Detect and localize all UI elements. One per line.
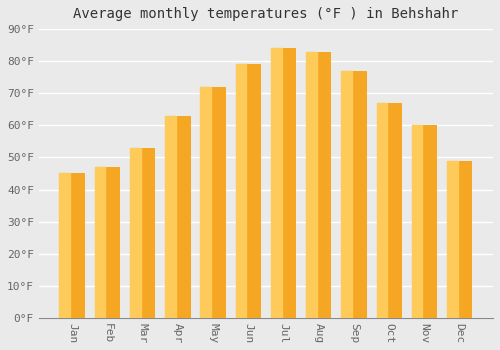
Bar — [342, 71, 352, 318]
Bar — [165, 116, 190, 318]
Bar — [412, 125, 437, 318]
Bar — [376, 103, 402, 318]
Bar — [165, 116, 176, 318]
Bar — [306, 51, 332, 318]
Bar — [60, 174, 70, 318]
Bar — [376, 103, 387, 318]
Title: Average monthly temperatures (°F ) in Behshahr: Average monthly temperatures (°F ) in Be… — [74, 7, 458, 21]
Bar — [447, 161, 458, 318]
Bar — [412, 125, 422, 318]
Bar — [271, 48, 296, 318]
Bar — [94, 167, 106, 318]
Bar — [236, 64, 261, 318]
Bar — [306, 51, 317, 318]
Bar — [342, 71, 366, 318]
Bar — [200, 87, 211, 318]
Bar — [60, 174, 85, 318]
Bar — [200, 87, 226, 318]
Bar — [94, 167, 120, 318]
Bar — [447, 161, 472, 318]
Bar — [130, 148, 156, 318]
Bar — [130, 148, 140, 318]
Bar — [236, 64, 246, 318]
Bar — [271, 48, 281, 318]
